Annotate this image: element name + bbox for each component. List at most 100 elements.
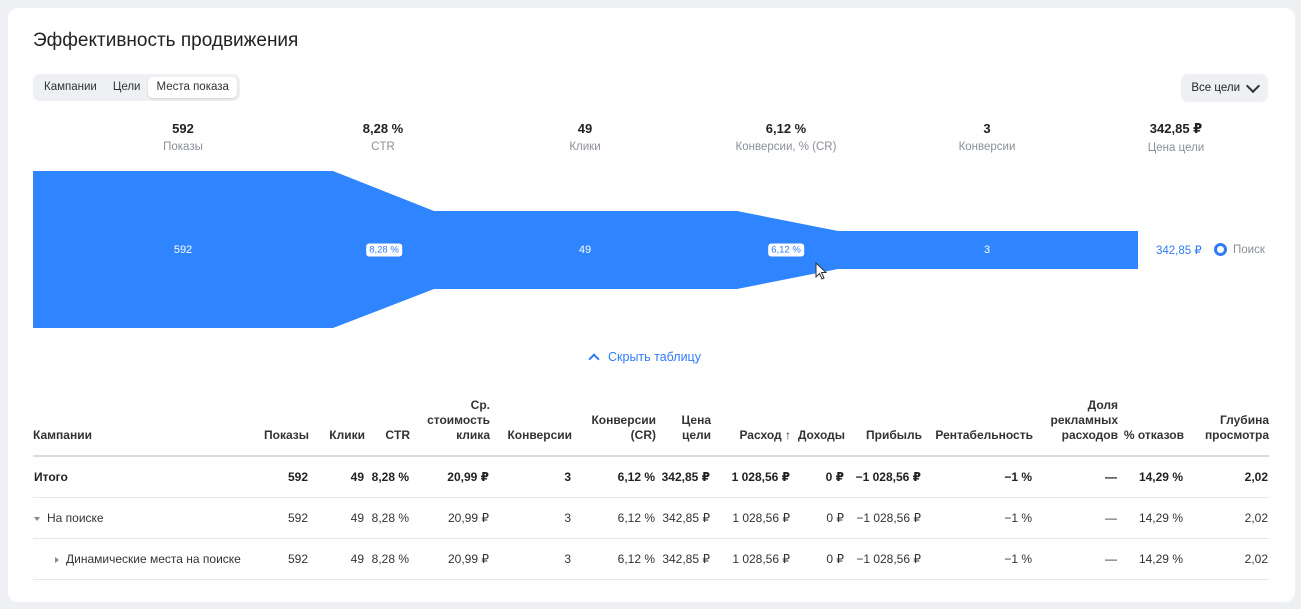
metric-value: 6,12 % (765, 121, 807, 136)
col-header-ad-cost-share[interactable]: Доля рекламных расходов (1033, 398, 1118, 457)
table-cell: 0 ₽ (791, 538, 845, 580)
table-cell: 592 (255, 538, 309, 580)
table-cell: 2,02 (1184, 538, 1269, 580)
table-cell: 0 ₽ (791, 497, 845, 539)
funnel-clicks-value: 49 (578, 244, 592, 256)
table-cell: −1 % (922, 538, 1033, 580)
table-cell: 6,12 % (572, 456, 656, 498)
tab-campaigns[interactable]: Кампании (44, 81, 97, 93)
table-cell: 14,29 % (1118, 538, 1184, 580)
col-header-view-depth[interactable]: Глубина просмотра (1184, 398, 1269, 457)
table-cell: 2,02 (1184, 497, 1269, 539)
col-header-shows[interactable]: Показы (255, 398, 309, 457)
funnel-legend-search[interactable]: Поиск (1214, 243, 1265, 256)
metric-value: 342,85 ₽ (1149, 121, 1203, 136)
table-cell: 1 028,56 ₽ (711, 456, 791, 498)
metric-label: Цена цели (1147, 142, 1205, 154)
metric-goal-price: 342,85 ₽ Цена цели (1096, 121, 1256, 154)
table-cell: 1 028,56 ₽ (711, 497, 791, 539)
table-header-row: Кампании Показы Клики CTR Ср. стоимость … (33, 398, 1269, 457)
collapse-triangle-icon[interactable] (34, 516, 40, 521)
table-cell: 6,12 % (572, 538, 656, 580)
legend-marker-icon (1214, 243, 1227, 256)
table-cell: 14,29 % (1118, 497, 1184, 539)
col-header-cr[interactable]: Конверсии (CR) (572, 398, 656, 457)
row-name: На поиске (47, 511, 104, 525)
metric-shows: 592 Показы (103, 121, 263, 153)
table-cell: 8,28 % (365, 456, 410, 498)
expand-triangle-icon[interactable] (55, 556, 59, 563)
table-cell: 2,02 (1184, 456, 1269, 498)
view-switcher: Кампании Цели Места показа (33, 74, 240, 101)
table-cell: 8,28 % (365, 538, 410, 580)
tab-goals[interactable]: Цели (112, 81, 141, 93)
table-cell: 14,29 % (1118, 456, 1184, 498)
metric-label: CTR (371, 141, 395, 153)
table-cell: 592 (255, 497, 309, 539)
table-cell: 342,85 ₽ (656, 538, 711, 580)
col-header-profitability[interactable]: Рентабельность (922, 398, 1033, 457)
table-cell: 342,85 ₽ (656, 497, 711, 539)
table-cell: 592 (255, 456, 309, 498)
tab-placements[interactable]: Места показа (148, 77, 237, 98)
metric-label: Показы (163, 141, 203, 153)
table-cell: 0 ₽ (791, 456, 845, 498)
table-cell: 3 (490, 456, 572, 498)
col-header-ctr[interactable]: CTR (365, 398, 410, 457)
table-row-dynamic-placements[interactable]: Динамические места на поиске 592 49 8,28… (33, 538, 1269, 580)
metric-label: Клики (569, 141, 601, 153)
row-name: Итого (33, 456, 255, 498)
col-header-campaigns[interactable]: Кампании (33, 398, 255, 457)
col-header-profit[interactable]: Прибыль (845, 398, 922, 457)
page-title: Эффективность продвижения (33, 30, 299, 51)
hide-table-toggle[interactable]: Скрыть таблицу (588, 350, 701, 365)
table-cell: 20,99 ₽ (410, 538, 490, 580)
table-cell: −1 028,56 ₽ (845, 538, 922, 580)
metric-label: Конверсии (958, 141, 1016, 153)
metric-value: 8,28 % (362, 121, 404, 136)
funnel-cr-badge: 6,12 % (768, 243, 804, 257)
table-row-search[interactable]: На поиске 592 49 8,28 % 20,99 ₽ 3 6,12 %… (33, 497, 1269, 539)
hide-table-label: Скрыть таблицу (608, 350, 701, 364)
mouse-cursor-icon (815, 262, 827, 280)
col-header-goal-price[interactable]: Цена цели (656, 398, 711, 457)
funnel-ctr-badge: 8,28 % (366, 243, 402, 257)
col-header-income[interactable]: Доходы (791, 398, 845, 457)
metric-value: 49 (577, 121, 593, 136)
col-header-bounce-rate[interactable]: % отказов (1118, 398, 1184, 457)
funnel-shape (33, 171, 1138, 328)
metric-ctr: 8,28 % CTR (303, 121, 463, 153)
table-cell: −1 % (922, 497, 1033, 539)
table-cell: — (1033, 456, 1118, 498)
table-cell: 342,85 ₽ (656, 456, 711, 498)
col-header-clicks[interactable]: Клики (309, 398, 365, 457)
chevron-up-icon (588, 353, 600, 365)
table-cell: −1 028,56 ₽ (845, 497, 922, 539)
table-cell: 3 (490, 538, 572, 580)
stats-table: Кампании Показы Клики CTR Ср. стоимость … (33, 398, 1269, 580)
table-row-total: Итого 592 49 8,28 % 20,99 ₽ 3 6,12 % 342… (33, 456, 1269, 498)
table-cell: 20,99 ₽ (410, 497, 490, 539)
row-name-cell: Динамические места на поиске (33, 538, 255, 580)
row-name: Динамические места на поиске (66, 552, 241, 566)
table-cell: 1 028,56 ₽ (711, 538, 791, 580)
table-cell: 3 (490, 497, 572, 539)
funnel-conversions-value: 3 (983, 244, 991, 256)
metric-clicks: 49 Клики (505, 121, 665, 153)
metric-value: 3 (983, 121, 991, 136)
col-header-spend[interactable]: Расход ↑ (711, 398, 791, 457)
table-cell: — (1033, 538, 1118, 580)
col-header-conversions[interactable]: Конверсии (490, 398, 572, 457)
row-name-cell: На поиске (33, 497, 255, 539)
goals-dropdown[interactable]: Все цели (1181, 74, 1268, 102)
table-cell: −1 028,56 ₽ (845, 456, 922, 498)
metric-label: Конверсии, % (CR) (735, 141, 837, 153)
table-cell: 20,99 ₽ (410, 456, 490, 498)
funnel-shows-value: 592 (173, 244, 193, 256)
metric-value: 592 (172, 121, 194, 136)
legend-label: Поиск (1233, 243, 1265, 256)
table-cell: −1 % (922, 456, 1033, 498)
table-cell: 49 (309, 538, 365, 580)
goals-dropdown-label: Все цели (1191, 82, 1240, 94)
col-header-avg-cpc[interactable]: Ср. стоимость клика (410, 398, 490, 457)
